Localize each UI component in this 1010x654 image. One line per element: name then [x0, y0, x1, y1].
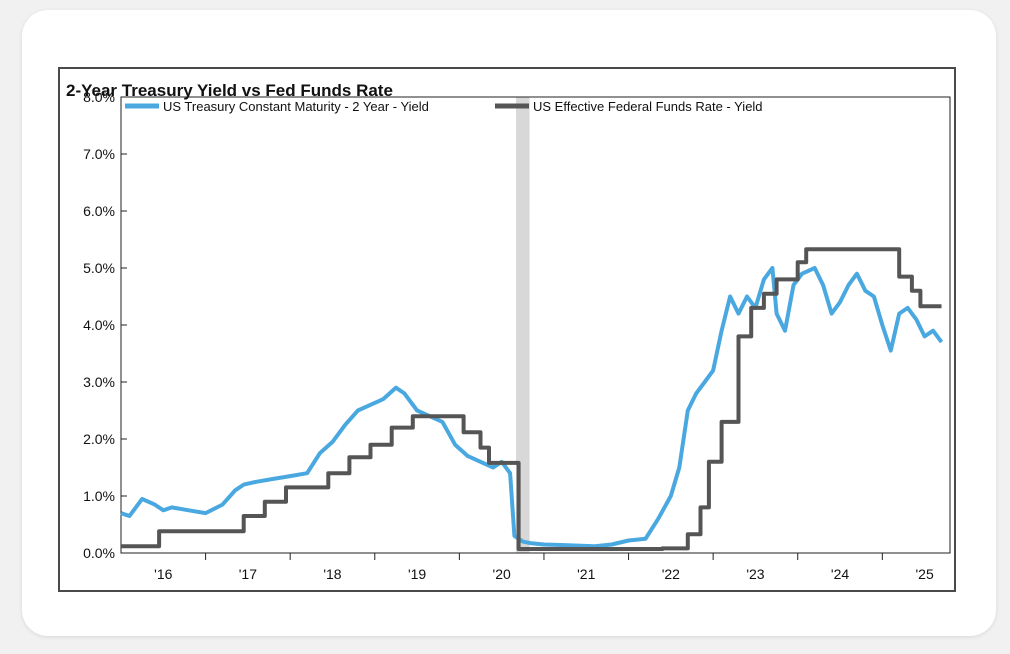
x-tick-label: '18 — [323, 566, 341, 582]
y-tick-label: 5.0% — [83, 260, 115, 276]
chart-title: 2-Year Treasury Yield vs Fed Funds Rate — [66, 81, 393, 100]
y-tick-label: 4.0% — [83, 317, 115, 333]
legend-label: US Effective Federal Funds Rate - Yield — [533, 99, 763, 114]
legend-label: US Treasury Constant Maturity - 2 Year -… — [163, 99, 429, 114]
x-tick-label: '19 — [408, 566, 426, 582]
x-tick-label: '17 — [239, 566, 257, 582]
y-tick-label: 2.0% — [83, 431, 115, 447]
y-tick-label: 3.0% — [83, 374, 115, 390]
y-tick-label: 0.0% — [83, 545, 115, 561]
x-tick-label: '24 — [831, 566, 849, 582]
x-tick-label: '20 — [493, 566, 511, 582]
y-tick-label: 7.0% — [83, 146, 115, 162]
recession-band — [516, 97, 530, 553]
x-tick-label: '25 — [915, 566, 933, 582]
x-tick-label: '22 — [662, 566, 680, 582]
plot-area: 0.0% 1.0% 2.0% 3.0% 4.0% 5.0% 6.0% 7.0% 8.0% '16 '… — [83, 89, 951, 582]
y-tick-label: 8.0% — [83, 89, 115, 105]
chart-frame — [58, 67, 956, 592]
x-tick-label: '23 — [746, 566, 764, 582]
series-line-1 — [120, 266, 944, 549]
y-tick-label: 6.0% — [83, 203, 115, 219]
y-tick-label: 1.0% — [83, 488, 115, 504]
x-tick-label: '16 — [154, 566, 172, 582]
x-tick-label: '21 — [577, 566, 595, 582]
series-line-2 — [121, 247, 942, 551]
